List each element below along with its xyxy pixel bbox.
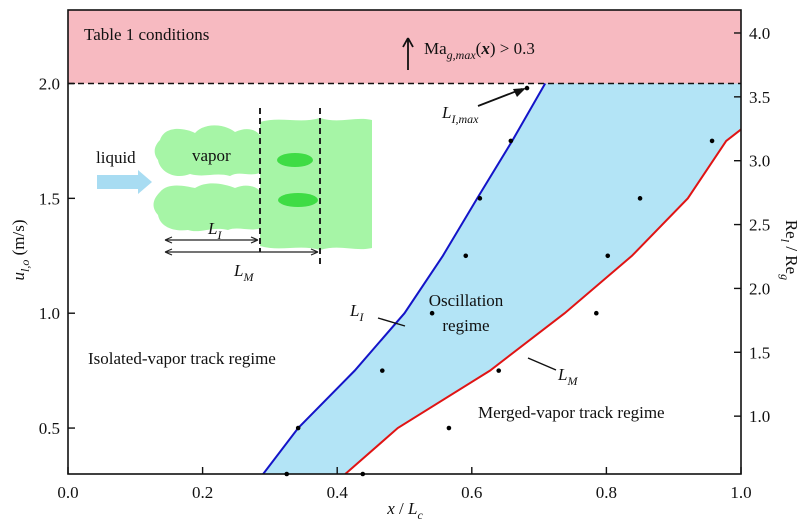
ann-sub: M: [566, 374, 578, 388]
inset: liquid vapor LI LM: [96, 108, 372, 284]
x-tick-label: 0.4: [327, 483, 349, 502]
point: [594, 310, 599, 316]
ann-main: Ma: [424, 39, 447, 58]
label-sub: M: [242, 270, 254, 284]
label-main: u: [9, 272, 28, 281]
inset-label: LM: [233, 261, 254, 284]
regions: [68, 10, 741, 474]
y-axis-label: ul,o (m/s): [9, 220, 32, 281]
point: [496, 368, 502, 373]
annotation: LM: [557, 365, 578, 388]
annotation: Oscillation: [429, 291, 504, 310]
x-tick-label: 1.0: [730, 483, 751, 502]
annotation: Table 1 conditions: [84, 25, 209, 44]
label-main: Re: [782, 220, 801, 239]
point: [637, 196, 643, 201]
ann-main: L: [557, 365, 567, 384]
y2-tick-label: 2.5: [749, 216, 770, 235]
liquid-arrow: [97, 170, 152, 194]
point: [508, 138, 514, 144]
label-main: L: [207, 219, 217, 238]
plot-frame: [67, 9, 742, 475]
leader: [377, 317, 406, 327]
point: [709, 138, 715, 144]
ann-main: L: [441, 103, 451, 122]
point: [524, 85, 530, 91]
inset-label: LI: [207, 219, 222, 242]
vapor-blob: [260, 118, 372, 250]
curve: [344, 128, 741, 474]
annotation: LI: [349, 301, 364, 324]
vapor-core: [278, 193, 318, 207]
point: [477, 196, 483, 201]
x-tick-label: 0.8: [596, 483, 617, 502]
y2-tick-label: 1.0: [749, 407, 770, 426]
ann-text: (: [476, 39, 482, 58]
label-var: x: [386, 499, 395, 518]
arrow: [402, 37, 414, 70]
arrow-head: [513, 88, 526, 97]
y2-tick-label: 3.5: [749, 88, 770, 107]
point: [446, 425, 452, 431]
vapor-blob: [153, 183, 262, 232]
y2-tick-label: 4.0: [749, 24, 770, 43]
label-main: L: [233, 261, 243, 280]
point: [429, 310, 435, 316]
annotation: regime: [442, 316, 489, 335]
annotation: Mag,max(x) > 0.3: [424, 39, 535, 62]
point: [605, 253, 611, 259]
ann-text: ) > 0.3: [490, 39, 535, 58]
label-sub: c: [417, 508, 423, 521]
ann-sub: I: [358, 310, 364, 324]
y-tick-label: 1.5: [39, 189, 60, 208]
inset-label: vapor: [192, 146, 231, 165]
x-tick-label: 0.0: [57, 483, 78, 502]
label-main: L: [407, 499, 417, 518]
annotation: LI,max: [441, 103, 479, 126]
x-tick-label: 0.2: [192, 483, 213, 502]
lines: [262, 83, 741, 474]
dimension-arrow: [164, 236, 259, 244]
point: [463, 253, 469, 259]
label-main: Re: [782, 255, 801, 274]
label-sub: g: [778, 274, 792, 280]
ann-var: x: [480, 39, 490, 58]
y2-axis-label: Rel / Reg: [778, 220, 801, 280]
y-tick-label: 0.5: [39, 419, 60, 438]
point: [284, 471, 290, 477]
y-tick-label: 1.0: [39, 304, 60, 323]
y-tick-label: 2.0: [39, 75, 60, 94]
label-sub: l,o: [18, 260, 32, 272]
axes: 0.0 0.2 0.4 0.6 0.8 1.0 0.5 1.0 1.5 2.0 1.0 1.5 2.0 2…: [39, 9, 770, 502]
leader: [527, 357, 557, 371]
point: [295, 425, 301, 431]
dimension-arrow: [164, 248, 319, 256]
label-sep: /: [395, 499, 408, 518]
x-axis-label: x / Lc: [386, 499, 423, 521]
label-sep: /: [782, 242, 801, 255]
curve: [262, 83, 547, 474]
annotations: Table 1 conditions Mag,max(x) > 0.3 LI,m…: [84, 25, 665, 422]
annotation: Isolated-vapor track regime: [88, 349, 276, 368]
threshold-region: [68, 10, 741, 84]
point: [360, 471, 366, 477]
inset-label: liquid: [96, 148, 136, 167]
annotation: Merged-vapor track regime: [478, 403, 665, 422]
ann-sub: g,max: [447, 48, 477, 62]
label-sub: l: [778, 239, 792, 243]
y2-tick-label: 2.0: [749, 279, 770, 298]
ann-sub: I,max: [450, 112, 479, 126]
y2-tick-label: 3.0: [749, 152, 770, 171]
y2-tick-label: 1.5: [749, 343, 770, 362]
point: [379, 368, 385, 373]
label-unit: (m/s): [9, 220, 28, 260]
oscillation-region: [263, 83, 741, 474]
vapor-blob: [154, 125, 262, 177]
label-sub: I: [216, 228, 222, 242]
vapor-core: [277, 153, 313, 167]
ann-main: L: [349, 301, 359, 320]
x-tick-label: 0.6: [461, 483, 482, 502]
